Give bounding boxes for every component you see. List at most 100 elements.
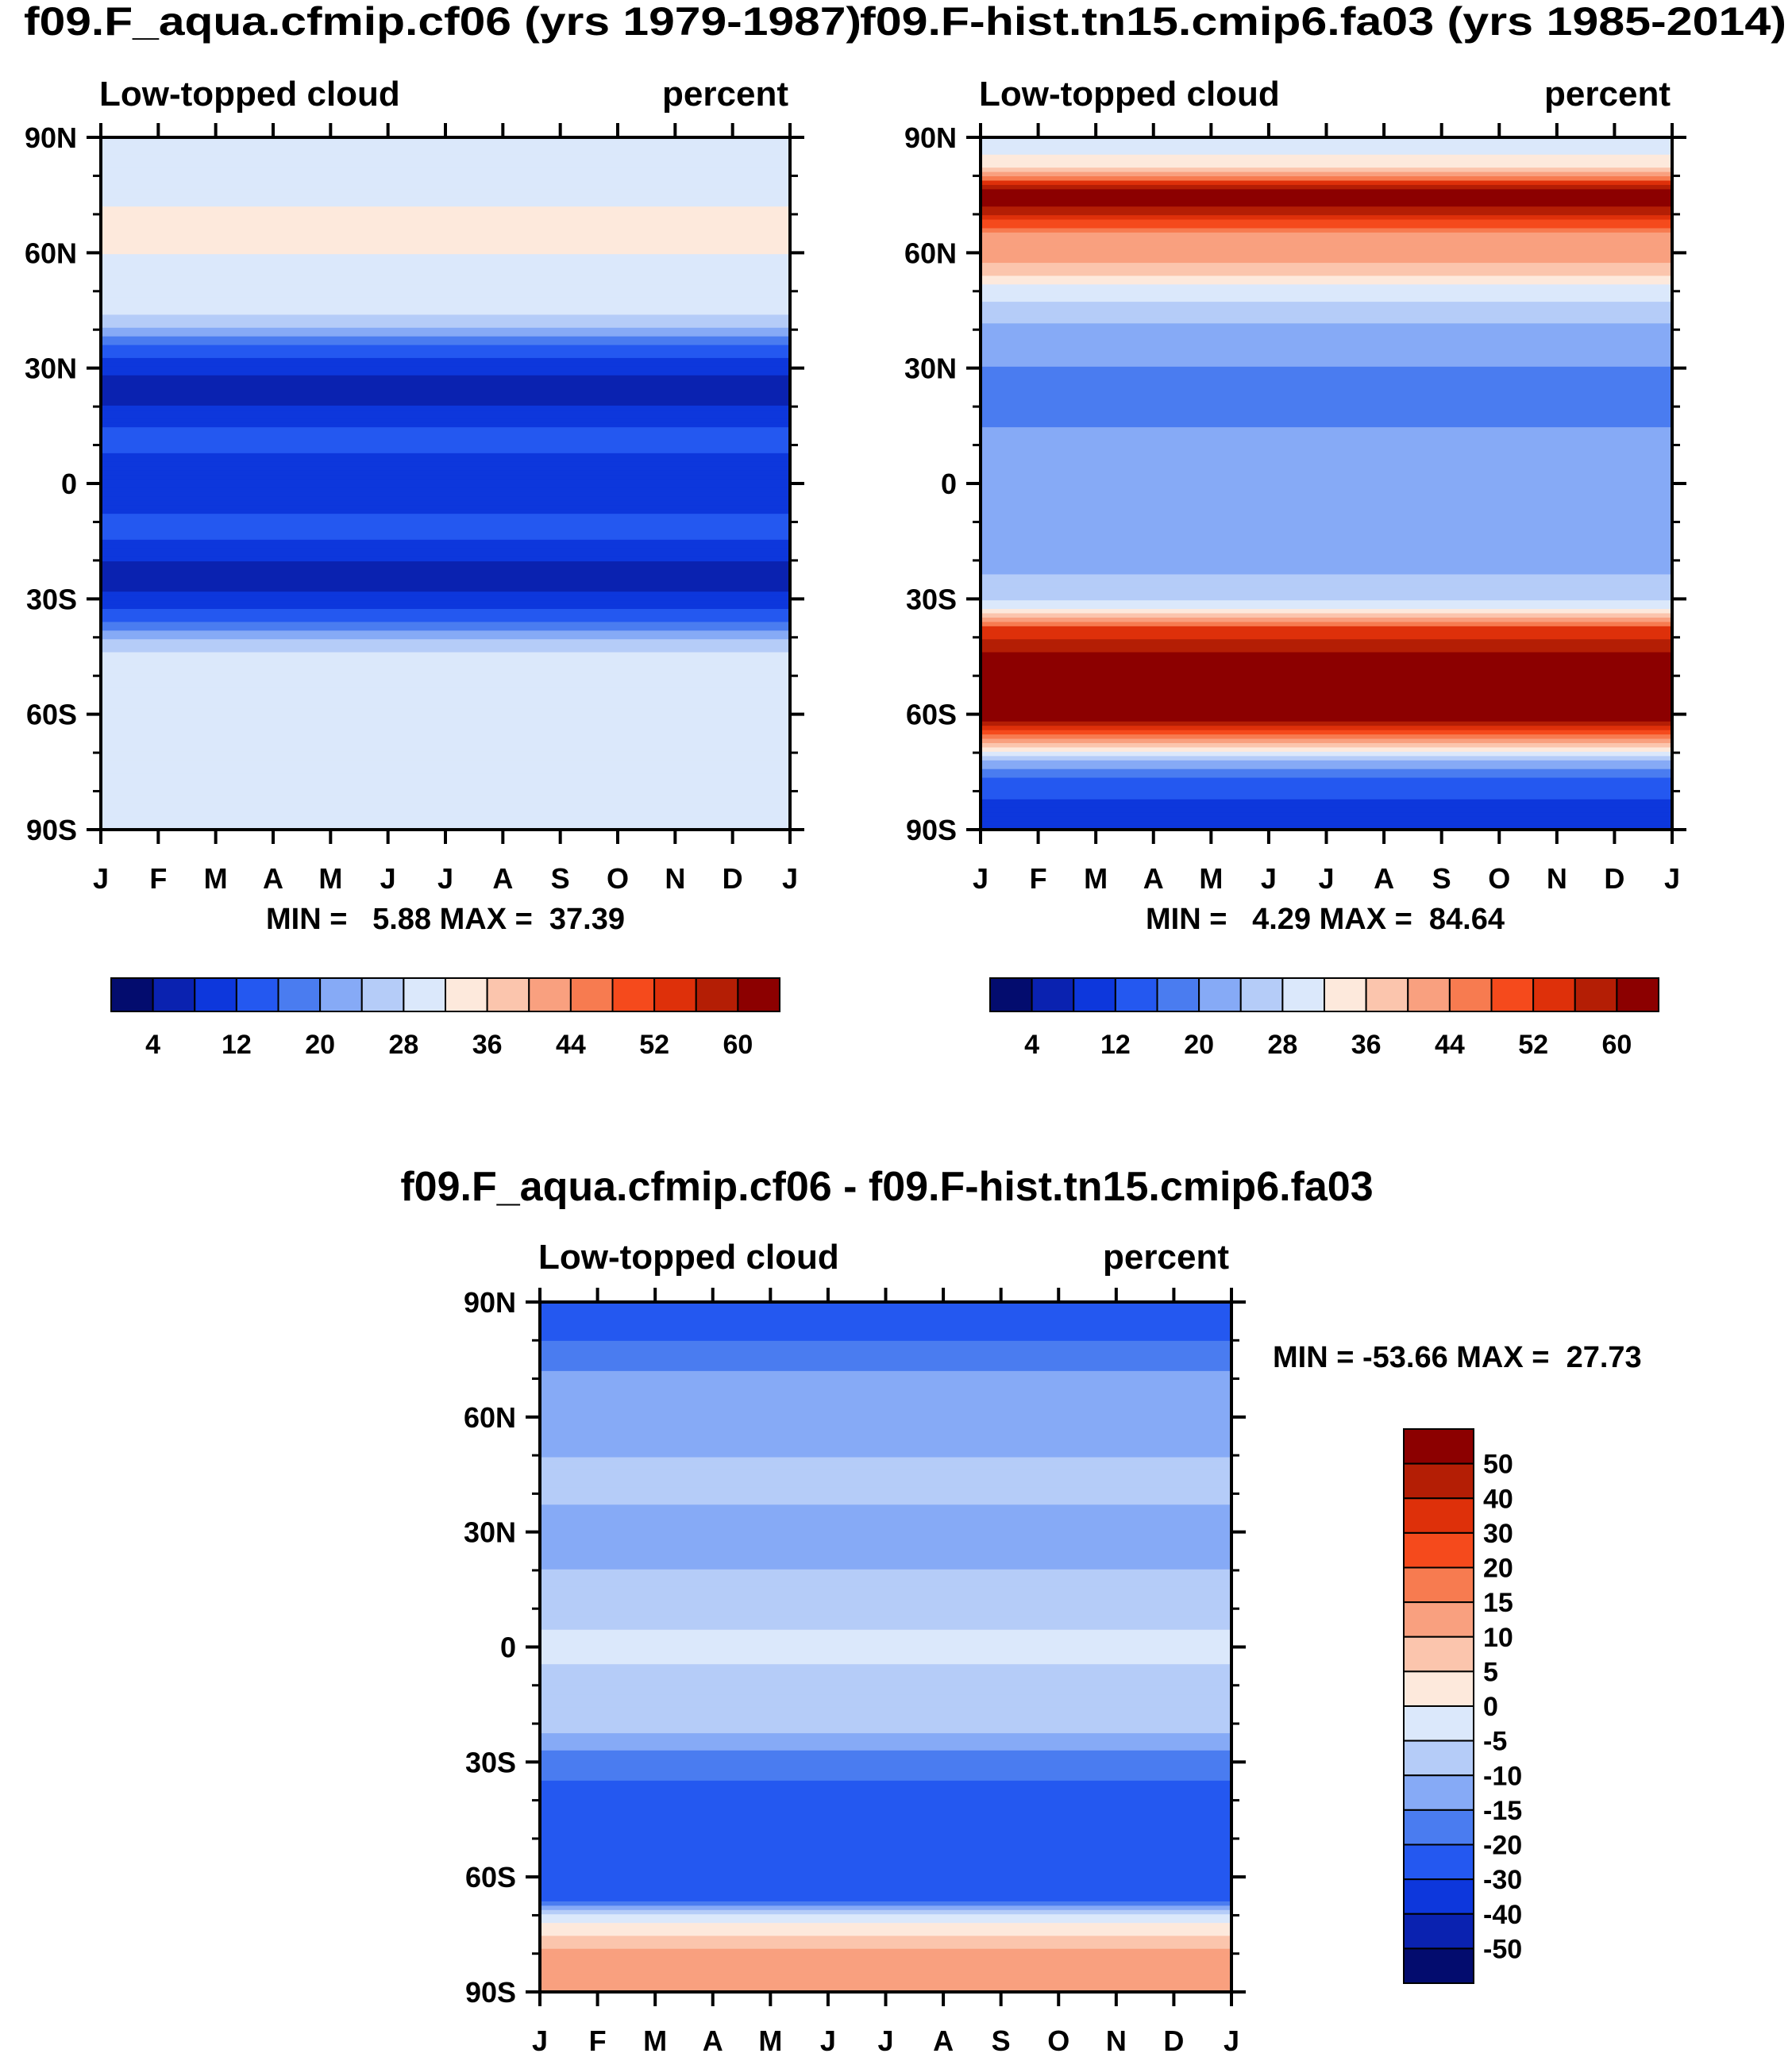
y-tick-label: 0 bbox=[61, 468, 77, 500]
contour-band bbox=[101, 302, 790, 307]
contour-band bbox=[101, 526, 790, 532]
contour-band bbox=[540, 1504, 1231, 1510]
contour-band bbox=[981, 777, 1672, 783]
colorbar-box bbox=[403, 977, 446, 1012]
contour-band bbox=[540, 1806, 1231, 1812]
contour-band bbox=[540, 1966, 1231, 1971]
colorbar-label: 4 bbox=[1024, 1030, 1039, 1060]
contour-band bbox=[540, 1491, 1231, 1497]
colorbar-box bbox=[1490, 977, 1535, 1012]
y-tick-label: 0 bbox=[500, 1631, 516, 1664]
colorbar-box bbox=[1616, 977, 1659, 1012]
panel-3-left-label: Low-topped cloud bbox=[538, 1238, 839, 1277]
contour-band bbox=[981, 371, 1672, 376]
contour-band bbox=[101, 314, 790, 320]
contour-band bbox=[981, 397, 1672, 403]
contour-band bbox=[101, 427, 790, 433]
contour-band bbox=[540, 1755, 1231, 1760]
y-tick-label: 30N bbox=[25, 352, 77, 385]
contour-band bbox=[540, 1578, 1231, 1583]
contour-band bbox=[981, 353, 1672, 359]
y-tick-label: 90S bbox=[26, 814, 77, 846]
contour-band bbox=[981, 284, 1672, 290]
contour-band bbox=[540, 1858, 1231, 1863]
contour-band bbox=[981, 604, 1672, 610]
contour-band bbox=[101, 743, 790, 749]
contour-band bbox=[981, 475, 1672, 480]
contour-band bbox=[540, 1569, 1231, 1574]
contour-band bbox=[101, 349, 790, 355]
contour-band bbox=[981, 626, 1672, 631]
contour-band bbox=[981, 825, 1672, 830]
contour-band bbox=[101, 288, 790, 294]
contour-band bbox=[981, 738, 1672, 744]
contour-band bbox=[981, 578, 1672, 584]
contour-band bbox=[981, 422, 1672, 428]
contour-band bbox=[101, 799, 790, 804]
colorbar-box bbox=[235, 977, 279, 1012]
contour-band bbox=[540, 1759, 1231, 1764]
contour-band bbox=[981, 163, 1672, 168]
contour-band bbox=[981, 721, 1672, 726]
contour-band bbox=[540, 1978, 1231, 1984]
contour-band bbox=[540, 1444, 1231, 1450]
contour-band bbox=[101, 215, 790, 221]
contour-band bbox=[981, 318, 1672, 324]
contour-band bbox=[101, 397, 790, 403]
contour-band bbox=[540, 1707, 1231, 1712]
contour-band bbox=[981, 643, 1672, 649]
colorbar-box bbox=[653, 977, 697, 1012]
contour-band bbox=[981, 141, 1672, 147]
panel-2-min-max: MIN = 4.29 MAX = 84.64 bbox=[1146, 903, 1505, 936]
contour-band bbox=[101, 518, 790, 523]
y-tick-label: 60N bbox=[904, 237, 957, 269]
contour-band bbox=[981, 514, 1672, 519]
contour-band bbox=[101, 189, 790, 195]
contour-band bbox=[101, 500, 790, 506]
colorbar-box bbox=[737, 977, 780, 1012]
contour-band bbox=[101, 163, 790, 168]
colorbar-box bbox=[152, 977, 196, 1012]
contour-band bbox=[540, 1849, 1231, 1855]
contour-band bbox=[540, 1349, 1231, 1354]
x-tick-label: D bbox=[1163, 2024, 1184, 2057]
contour-band bbox=[101, 825, 790, 830]
contour-band bbox=[101, 241, 790, 246]
contour-band bbox=[540, 1737, 1231, 1743]
contour-band bbox=[101, 470, 790, 476]
contour-band bbox=[540, 1824, 1231, 1829]
contour-band bbox=[101, 405, 790, 410]
x-tick-label: A bbox=[492, 862, 513, 895]
contour-band bbox=[101, 491, 790, 497]
contour-band bbox=[101, 410, 790, 415]
contour-band bbox=[540, 1884, 1231, 1890]
contour-band bbox=[101, 284, 790, 290]
contour-band bbox=[981, 379, 1672, 385]
contour-band bbox=[981, 500, 1672, 506]
x-tick-label: F bbox=[589, 2024, 607, 2057]
contour-band bbox=[540, 1970, 1231, 1975]
x-tick-label: F bbox=[149, 862, 167, 895]
contour-band bbox=[101, 730, 790, 735]
panel-2-plot-area: 90N 60N 30N 0 30S 60S 90S J F M A M J J A S O N D J bbox=[904, 121, 1686, 895]
x-tick-label: J bbox=[380, 862, 396, 895]
contour-band bbox=[540, 1483, 1231, 1489]
colorbar-box bbox=[1403, 1843, 1474, 1881]
x-tick-label: J bbox=[877, 2024, 893, 2057]
contour-band bbox=[981, 539, 1672, 545]
contour-band bbox=[540, 1409, 1231, 1415]
contour-band bbox=[981, 652, 1672, 657]
contour-band bbox=[981, 699, 1672, 705]
contour-band bbox=[981, 786, 1672, 792]
contour-band bbox=[540, 1521, 1231, 1527]
colorbar-box bbox=[1403, 1705, 1474, 1742]
contour-band bbox=[981, 491, 1672, 497]
panel-2-left-label: Low-topped cloud bbox=[979, 75, 1280, 114]
contour-band bbox=[981, 760, 1672, 765]
contour-band bbox=[101, 514, 790, 519]
x-tick-label: J bbox=[973, 862, 988, 895]
contour-band bbox=[101, 790, 790, 796]
contour-band bbox=[540, 1711, 1231, 1716]
contour-band bbox=[540, 1393, 1231, 1398]
